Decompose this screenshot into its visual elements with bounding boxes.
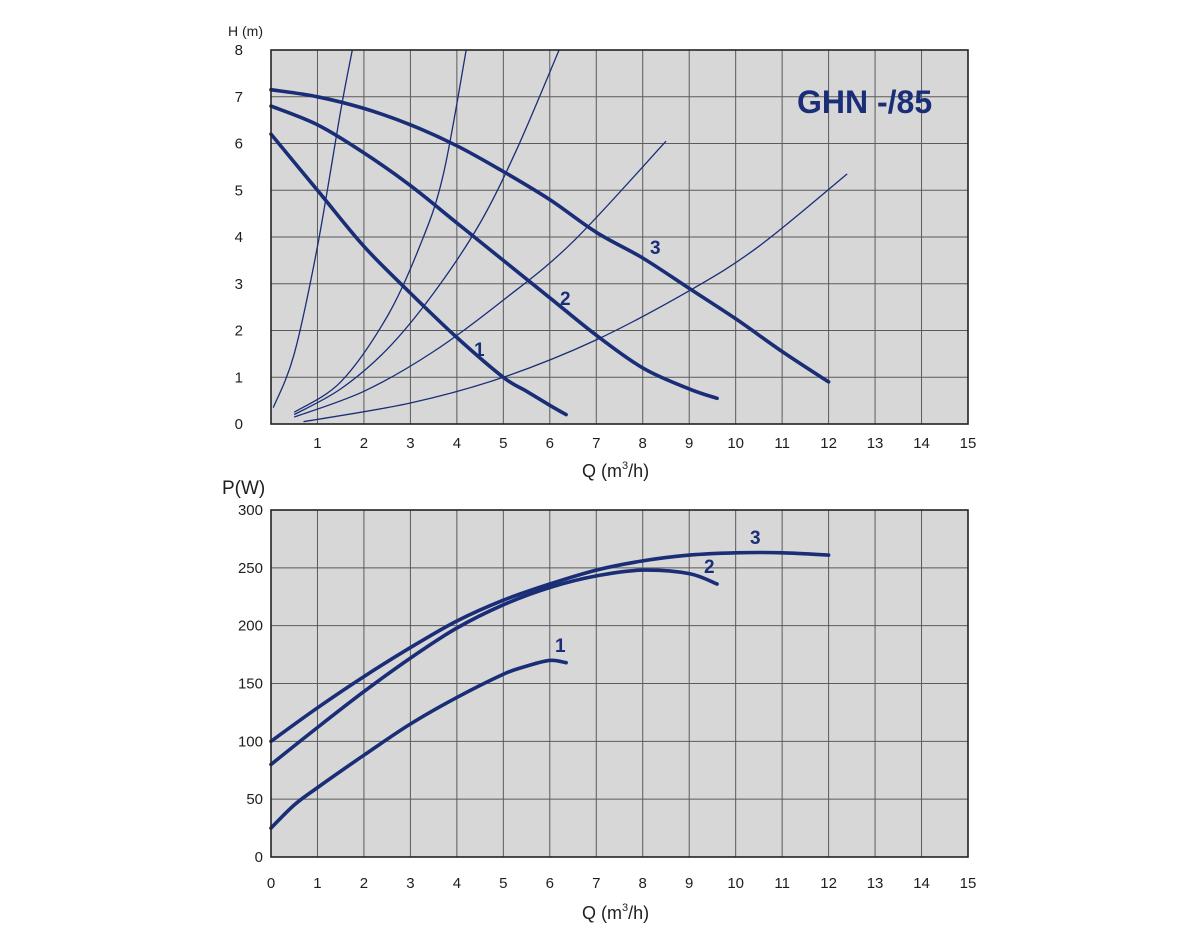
x-tick-label: 15 [960,875,977,892]
y-tick-label: 7 [235,89,243,106]
x-tick-label: 7 [592,435,600,452]
head-x-axis-label: Q (m3/h) [582,460,649,481]
head-curve-label-1: 1 [474,340,485,361]
system-curves [272,49,848,423]
y-tick-label: 6 [235,136,243,153]
x-tick-label: 13 [867,875,884,892]
y-tick-label: 100 [238,733,263,750]
power-curve-label-3: 3 [750,528,761,549]
x-tick-label: 4 [453,435,461,452]
head-y-tick-labels: 0 1 2 3 4 5 6 7 8 [235,42,243,433]
y-tick-label: 2 [235,323,243,340]
power-y-axis-label: P(W) [222,478,265,499]
y-tick-label: 300 [238,502,263,519]
x-tick-label: 11 [774,435,790,452]
system-curve-2 [293,49,467,413]
y-tick-label: 8 [235,42,243,59]
x-tick-label: 14 [913,875,930,892]
x-tick-label: 6 [546,435,554,452]
x-tick-label: 1 [313,875,321,892]
x-tick-label: 8 [639,435,647,452]
x-tick-label: 10 [727,875,744,892]
system-curve-5 [303,173,848,423]
y-tick-label: 50 [246,791,263,808]
model-title: GHN -/85 [797,84,932,120]
power-plot-frame [270,509,969,858]
power-curve-label-2: 2 [704,557,715,578]
y-tick-label: 150 [238,676,263,693]
power-curve-2 [269,568,719,767]
power-chart: 0 1 2 3 4 5 6 7 8 9 10 11 12 13 14 15 05010015020025030… [222,478,976,923]
x-tick-label: 15 [960,435,977,452]
x-tick-label: 12 [820,435,837,452]
head-y-axis-label: H (m) [228,23,263,39]
x-tick-label: 2 [360,435,368,452]
y-tick-label: 5 [235,182,243,199]
head-curve-1 [269,132,568,417]
y-tick-label: 4 [235,229,243,246]
y-tick-label: 1 [235,369,243,386]
x-tick-label: 13 [867,435,884,452]
x-tick-label: 1 [313,435,321,452]
x-tick-label: 3 [406,435,414,452]
y-tick-label: 200 [238,618,263,635]
power-series [269,550,831,830]
head-curve-label-3: 3 [650,238,661,259]
x-tick-label: 11 [774,875,790,892]
system-curve-4 [293,140,667,418]
y-tick-label: 3 [235,276,243,293]
x-tick-label: 5 [499,875,507,892]
x-tick-label: 4 [453,875,461,892]
x-tick-label: 9 [685,435,693,452]
x-tick-label: 7 [592,875,600,892]
power-curve-3 [269,550,831,744]
power-x-axis-label: Q (m3/h) [582,902,649,923]
power-curve-1 [269,658,568,830]
head-curve-3 [269,87,831,384]
power-y-tick-labels: 0 50 100 150 200 250 300 [238,502,263,866]
head-x-tick-labels: 1 2 3 4 5 6 7 8 9 10 11 12 13 14 15 [313,435,976,452]
x-tick-label: 12 [820,875,837,892]
x-tick-label: 5 [499,435,507,452]
power-curve-label-1: 1 [555,636,566,657]
head-curve-label-2: 2 [560,289,571,310]
x-tick-label: 14 [913,435,930,452]
system-curve-3 [293,49,560,416]
x-tick-label: 2 [360,875,368,892]
x-tick-label: 9 [685,875,693,892]
head-series [269,87,831,417]
x-tick-label: 10 [727,435,744,452]
head-plot-frame [270,49,969,425]
x-tick-label: 6 [546,875,554,892]
y-tick-label: 0 [255,849,263,866]
y-tick-label: 250 [238,560,263,577]
x-tick-label: 0 [267,875,275,892]
y-tick-label: 0 [235,416,243,433]
system-curve-1 [272,49,353,408]
head-grid [271,50,968,424]
x-tick-label: 3 [406,875,414,892]
head-curve-2 [269,104,719,401]
power-grid [271,510,968,857]
x-tick-label: 8 [639,875,647,892]
power-x-tick-labels: 0 1 2 3 4 5 6 7 8 9 10 11 12 13 14 15 [267,875,977,892]
